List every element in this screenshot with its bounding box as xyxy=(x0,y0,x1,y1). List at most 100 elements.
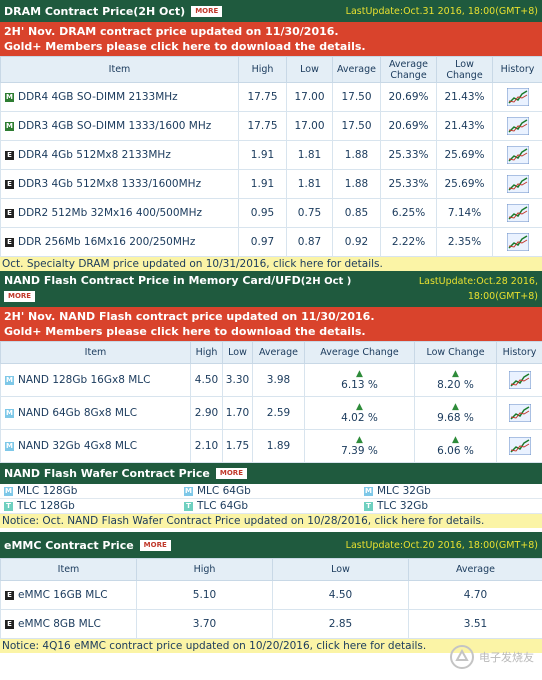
history-chart-icon[interactable] xyxy=(506,204,529,222)
history-cell[interactable] xyxy=(492,169,542,199)
history-chart-icon[interactable] xyxy=(506,233,529,251)
nand-last-update-time: 18:00(GMT+8) xyxy=(467,291,538,302)
dram-more-button[interactable]: MORE xyxy=(191,5,223,17)
avg-change-cell: 2.22% xyxy=(380,227,437,257)
avg-cell: 1.88 xyxy=(332,140,381,170)
low-change-value: 6.06 % xyxy=(437,445,474,457)
wafer-item[interactable]: T TLC 128Gb xyxy=(0,499,180,514)
low-change-cell: 7.14% xyxy=(436,198,493,228)
mlc-icon: M xyxy=(4,486,13,496)
history-cell[interactable] xyxy=(492,140,542,170)
low-cell: 1.81 xyxy=(286,140,333,170)
watermark-text: 电子发烧友 xyxy=(479,651,534,664)
item-cell[interactable]: M NAND 32Gb 4Gx8 MLC xyxy=(0,429,191,463)
high-cell: 5.10 xyxy=(136,580,273,610)
low-cell: 1.70 xyxy=(222,396,253,430)
avg-change-cell: 25.33% xyxy=(380,140,437,170)
history-cell[interactable] xyxy=(492,111,542,141)
history-chart-icon[interactable] xyxy=(506,88,529,106)
wafer-item[interactable]: M MLC 64Gb xyxy=(180,484,360,499)
history-chart-icon[interactable] xyxy=(508,371,531,389)
tlc-icon: T xyxy=(184,501,193,511)
item-cell[interactable]: E DDR3 4Gb 512Mx8 1333/1600MHz xyxy=(0,169,239,199)
item-cell[interactable]: M DDR4 4GB SO-DIMM 2133MHz xyxy=(0,82,239,112)
wafer-item[interactable]: M MLC 32Gb xyxy=(360,484,542,499)
avg-change-cell: ▲ 4.02 % xyxy=(304,396,415,430)
nand-banner-line2: Gold+ Members please click here to downl… xyxy=(4,325,366,338)
item-cell[interactable]: M NAND 64Gb 8Gx8 MLC xyxy=(0,396,191,430)
nand-table-header: Item High Low Average Average Change Low… xyxy=(0,341,542,364)
low-cell: 0.75 xyxy=(286,198,333,228)
item-cell[interactable]: M NAND 128Gb 16Gx8 MLC xyxy=(0,363,191,397)
low-change-cell: 2.35% xyxy=(436,227,493,257)
table-row: M DDR4 4GB SO-DIMM 2133MHz 17.75 17.00 17… xyxy=(0,82,542,112)
low-change-cell: 25.69% xyxy=(436,140,493,170)
low-cell: 0.87 xyxy=(286,227,333,257)
emmc-header: eMMC Contract Price MORE LastUpdate:Oct.… xyxy=(0,532,542,558)
low-change-cell: 21.43% xyxy=(436,82,493,112)
history-cell[interactable] xyxy=(496,363,542,397)
col-header: High xyxy=(136,558,273,581)
history-chart-icon[interactable] xyxy=(508,437,531,455)
wafer-more-button[interactable]: MORE xyxy=(215,468,247,479)
watermark: 电子发烧友 xyxy=(449,644,534,670)
low-change-value: 9.68 % xyxy=(437,412,474,424)
history-cell[interactable] xyxy=(492,82,542,112)
history-cell[interactable] xyxy=(496,429,542,463)
nand-banner[interactable]: 2H' Nov. NAND Flash contract price updat… xyxy=(0,307,542,341)
high-cell: 2.90 xyxy=(190,396,223,430)
avg-change-value: 7.39 % xyxy=(341,445,378,457)
mlc-icon: M xyxy=(184,486,193,496)
dram-banner-line2: Gold+ Members please click here to downl… xyxy=(4,40,366,53)
table-row: M NAND 128Gb 16Gx8 MLC 4.50 3.30 3.98 ▲ 6.… xyxy=(0,363,542,397)
wafer-grid: M MLC 128Gb M MLC 64Gb M MLC 32Gb T TLC 128G… xyxy=(0,484,542,514)
item-cell[interactable]: E DDR4 4Gb 512Mx8 2133MHz xyxy=(0,140,239,170)
col-header: Average Change xyxy=(304,341,415,364)
avg-change-cell: 25.33% xyxy=(380,169,437,199)
history-chart-icon[interactable] xyxy=(506,175,529,193)
dram-notice-link[interactable]: Oct. Specialty DRAM price updated on 10/… xyxy=(0,257,542,271)
col-header: Low Change xyxy=(414,341,497,364)
up-arrow-icon: ▲ xyxy=(452,369,459,379)
wafer-item[interactable]: T TLC 32Gb xyxy=(360,499,542,514)
history-chart-icon[interactable] xyxy=(506,117,529,135)
item-label: DDR3 4Gb 512Mx8 1333/1600MHz xyxy=(18,178,202,190)
table-row: E DDR4 4Gb 512Mx8 2133MHz 1.91 1.81 1.88 … xyxy=(0,140,542,170)
emmc-notice-link[interactable]: Notice: 4Q16 eMMC contract price updated… xyxy=(0,639,542,653)
item-cell[interactable]: M DDR3 4GB SO-DIMM 1333/1600 MHz xyxy=(0,111,239,141)
avg-change-value: 6.13 % xyxy=(341,379,378,391)
wafer-title: NAND Flash Wafer Contract Price xyxy=(4,467,210,480)
emmc-more-button[interactable]: MORE xyxy=(139,539,171,551)
low-change-cell: ▲ 6.06 % xyxy=(414,429,497,463)
table-row: E DDR2 512Mb 32Mx16 400/500MHz 0.95 0.75 … xyxy=(0,198,542,228)
wafer-item[interactable]: M MLC 128Gb xyxy=(0,484,180,499)
dram-banner-date: 11/30/2016. xyxy=(265,25,339,38)
col-header: Item xyxy=(0,558,137,581)
dram-banner[interactable]: 2H' Nov. DRAM contract price updated on … xyxy=(0,22,542,56)
col-header: Average xyxy=(252,341,305,364)
wafer-item[interactable]: T TLC 64Gb xyxy=(180,499,360,514)
col-header: Average xyxy=(408,558,542,581)
col-header: Low Change xyxy=(436,56,493,83)
high-cell: 17.75 xyxy=(238,82,287,112)
wafer-notice-link[interactable]: Notice: Oct. NAND Flash Wafer Contract P… xyxy=(0,514,542,528)
item-cell[interactable]: E DDR2 512Mb 32Mx16 400/500MHz xyxy=(0,198,239,228)
history-chart-icon[interactable] xyxy=(508,404,531,422)
low-cell: 17.00 xyxy=(286,82,333,112)
history-cell[interactable] xyxy=(492,227,542,257)
nand-table: Item High Low Average Average Change Low… xyxy=(0,341,542,463)
history-cell[interactable] xyxy=(492,198,542,228)
avg-cell: 4.70 xyxy=(408,580,542,610)
history-cell[interactable] xyxy=(496,396,542,430)
nand-more-button[interactable]: MORE xyxy=(4,291,36,302)
module-icon: M xyxy=(5,92,14,102)
nand-icon: M xyxy=(5,375,14,385)
high-cell: 1.91 xyxy=(238,169,287,199)
nand-header: NAND Flash Contract Price in Memory Card… xyxy=(0,271,542,307)
item-cell[interactable]: E DDR 256Mb 16Mx16 200/250MHz xyxy=(0,227,239,257)
table-row: M DDR3 4GB SO-DIMM 1333/1600 MHz 17.75 17… xyxy=(0,111,542,141)
history-chart-icon[interactable] xyxy=(506,146,529,164)
item-label: DDR4 4GB SO-DIMM 2133MHz xyxy=(18,91,178,103)
